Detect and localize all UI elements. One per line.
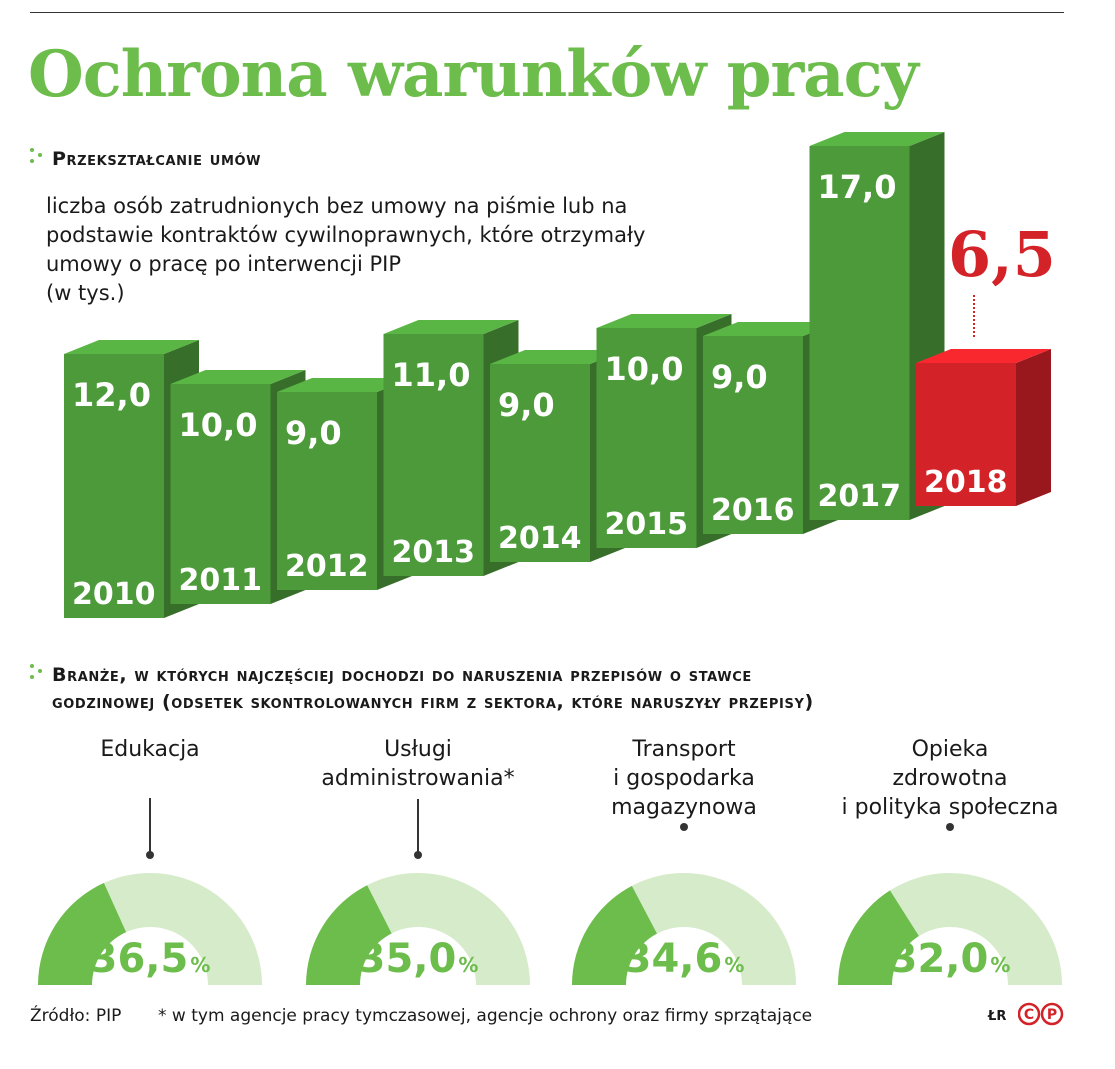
section2-title: Branże, w których najczęściej dochodzi d… xyxy=(52,664,814,713)
bar-front xyxy=(596,328,697,548)
bar-value-label: 9,0 xyxy=(711,358,768,396)
gauge-value-slice xyxy=(572,885,658,985)
gauge-category-label: Transport i gospodarka magazynowa xyxy=(611,737,757,820)
bar-front xyxy=(490,364,590,562)
gauge-value-label: 34,6% xyxy=(564,935,804,989)
bar-top xyxy=(916,349,1051,363)
bullet-dots-icon xyxy=(30,148,44,168)
bar-front xyxy=(383,334,484,576)
publisher-logo-icon: C P xyxy=(1018,1002,1064,1026)
chart-description: liczba osób zatrudnionych bez umowy na p… xyxy=(46,194,646,305)
gauge-arc xyxy=(572,873,796,985)
gauge-percent-sign: % xyxy=(190,953,211,977)
bar-top xyxy=(383,320,519,334)
gauge-value-number: 32,0 xyxy=(889,936,989,982)
bar-front xyxy=(703,336,803,534)
gauge-pointer-line xyxy=(417,799,419,855)
bar-year-label: 2015 xyxy=(605,507,689,542)
footnote: * w tym agencje pracy tymczasowej, agenc… xyxy=(158,1006,813,1026)
gauge-arc xyxy=(38,873,262,985)
gauge-category-label: Usługi administrowania* xyxy=(321,737,515,791)
highlight-dotted-line xyxy=(973,295,975,337)
gauge-remainder-slice xyxy=(631,873,796,985)
bar-chart: 12,0 2010 10,0 2011 9,0 2012 11,0 2013 9,0 2014 10… xyxy=(64,132,1051,618)
bar-top xyxy=(703,322,838,336)
section1-title: Przekształcanie umów xyxy=(52,148,262,170)
bar-top xyxy=(170,370,306,384)
bar-top xyxy=(809,132,945,146)
bar-front xyxy=(64,354,164,618)
bar-top xyxy=(277,378,412,392)
gauge-3: Transport i gospodarka magazynowa 34,6% xyxy=(564,735,804,985)
bar-front xyxy=(277,392,377,590)
gauge-value-slice xyxy=(838,890,919,985)
bar-front xyxy=(809,146,910,520)
gauge-percent-sign: % xyxy=(724,953,745,977)
bar-year-label: 2016 xyxy=(711,493,795,528)
gauge-pointer-dot xyxy=(946,823,954,831)
gauge-value-label: 35,0% xyxy=(298,935,538,989)
bar-year-label: 2018 xyxy=(924,465,1008,500)
gauge-remainder-slice xyxy=(367,873,530,985)
gauge-percent-sign: % xyxy=(990,953,1011,977)
gauge-category-label: Edukacja xyxy=(100,737,200,762)
bar-value-label: 12,0 xyxy=(72,376,151,414)
gauge-percent-sign: % xyxy=(458,953,479,977)
bar-year-label: 2011 xyxy=(179,563,263,598)
bar-top xyxy=(596,314,732,328)
gauge-arc xyxy=(306,873,530,985)
bar-value-label: 10,0 xyxy=(179,406,258,444)
bar-value-label: 9,0 xyxy=(498,386,555,424)
section1-header: Przekształcanie umów xyxy=(30,146,261,173)
bullet-dots-icon xyxy=(30,664,44,684)
gauge-remainder-slice xyxy=(103,873,262,985)
gauge-2: Usługi administrowania* 35,0% xyxy=(298,735,538,985)
gauge-pointer-line xyxy=(149,798,151,855)
bar-year-label: 2012 xyxy=(285,549,369,584)
section2-header: Branże, w których najczęściej dochodzi d… xyxy=(30,662,814,716)
bar-year-label: 2017 xyxy=(818,479,902,514)
gauge-category-label: Opieka zdrowotna i polityka społeczna xyxy=(841,737,1059,820)
highlight-value: 6,5 xyxy=(948,218,1056,291)
gauge-pointer-dot xyxy=(414,851,422,859)
gauge-value-label: 32,0% xyxy=(830,935,1070,989)
svg-text:P: P xyxy=(1047,1007,1057,1023)
gauge-pointer-dot xyxy=(146,851,154,859)
bar-front xyxy=(916,363,1016,506)
svg-text:C: C xyxy=(1024,1007,1034,1023)
gauge-value-number: 36,5 xyxy=(89,936,189,982)
gauge-1: Edukacja 36,5% xyxy=(30,735,270,985)
bar-top xyxy=(490,350,625,364)
bar-year-label: 2010 xyxy=(72,577,156,612)
bar-side xyxy=(1016,349,1051,506)
bar-year-label: 2013 xyxy=(392,535,476,570)
gauge-value-slice xyxy=(306,885,392,985)
gauge-value-slice xyxy=(38,882,127,985)
bar-value-label: 9,0 xyxy=(285,414,342,452)
bar-value-label: 17,0 xyxy=(818,168,897,206)
bar-front xyxy=(170,384,271,604)
bar-2018: 6,52018 xyxy=(916,349,1051,506)
gauge-4: Opieka zdrowotna i polityka społeczna 32,… xyxy=(830,735,1070,985)
gauge-value-number: 34,6 xyxy=(623,936,723,982)
bar-year-label: 2014 xyxy=(498,521,582,556)
gauge-pointer-dot xyxy=(680,823,688,831)
gauge-remainder-slice xyxy=(889,873,1062,985)
bar-value-label: 11,0 xyxy=(392,356,471,394)
author-credit: ŁR xyxy=(988,1009,1007,1024)
gauge-value-number: 35,0 xyxy=(357,936,457,982)
bar-value-label: 10,0 xyxy=(605,350,684,388)
infographic-title: Ochrona warunków pracy xyxy=(28,37,919,112)
source-note: Źródło: PIP xyxy=(30,1006,122,1026)
gauge-value-label: 36,5% xyxy=(30,935,270,989)
gauge-arc xyxy=(838,873,1062,985)
top-rule xyxy=(30,12,1064,13)
bar-top xyxy=(64,340,199,354)
